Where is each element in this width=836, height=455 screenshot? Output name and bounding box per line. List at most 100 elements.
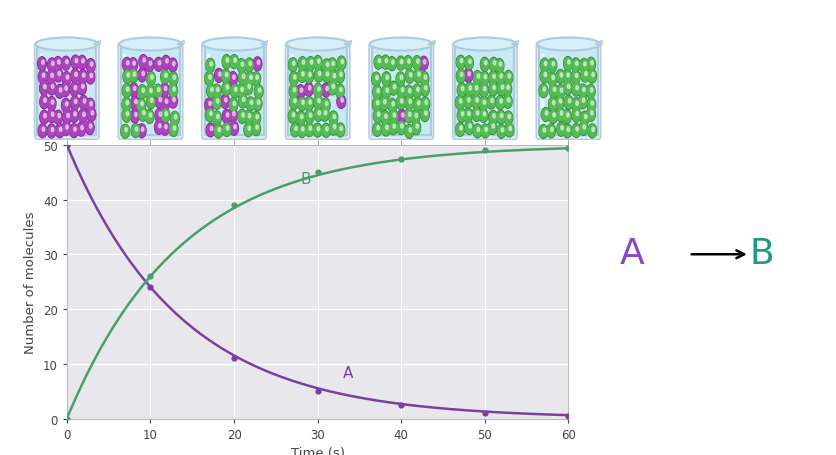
Circle shape (468, 72, 471, 77)
Circle shape (130, 60, 137, 71)
Circle shape (539, 86, 548, 97)
Circle shape (139, 56, 148, 69)
Circle shape (256, 76, 258, 80)
Circle shape (38, 71, 47, 85)
Circle shape (231, 86, 238, 98)
Circle shape (212, 96, 221, 110)
Circle shape (71, 98, 79, 110)
Circle shape (175, 116, 177, 120)
Circle shape (39, 82, 48, 96)
Circle shape (329, 122, 338, 136)
Circle shape (581, 113, 589, 125)
Circle shape (323, 70, 330, 82)
Circle shape (213, 113, 221, 125)
Ellipse shape (119, 38, 182, 51)
Circle shape (372, 73, 380, 87)
Circle shape (247, 85, 251, 89)
Circle shape (552, 76, 554, 81)
Circle shape (162, 97, 170, 110)
Circle shape (540, 59, 549, 73)
Polygon shape (178, 42, 186, 46)
Circle shape (405, 57, 412, 70)
Text: B: B (750, 237, 774, 271)
Circle shape (137, 99, 145, 113)
Circle shape (293, 100, 296, 104)
Circle shape (138, 69, 146, 83)
FancyBboxPatch shape (455, 48, 515, 138)
Polygon shape (429, 42, 437, 46)
Circle shape (63, 73, 70, 86)
Circle shape (302, 127, 304, 132)
Circle shape (421, 83, 429, 97)
Circle shape (464, 110, 472, 122)
Circle shape (304, 70, 314, 84)
Circle shape (576, 127, 579, 132)
Circle shape (140, 56, 147, 68)
Circle shape (323, 61, 330, 73)
Circle shape (154, 86, 161, 98)
Circle shape (38, 59, 46, 71)
Circle shape (78, 82, 86, 96)
Circle shape (252, 122, 261, 136)
Circle shape (386, 76, 389, 80)
Circle shape (329, 60, 336, 72)
Circle shape (489, 112, 497, 124)
Circle shape (166, 100, 168, 104)
Circle shape (457, 84, 466, 98)
Circle shape (218, 73, 221, 77)
Circle shape (51, 128, 54, 132)
Circle shape (305, 84, 313, 96)
Circle shape (483, 112, 486, 117)
Circle shape (165, 74, 167, 78)
Circle shape (123, 59, 130, 71)
Circle shape (288, 110, 297, 124)
Circle shape (497, 111, 505, 125)
Circle shape (590, 89, 593, 93)
X-axis label: Time (s): Time (s) (291, 446, 344, 455)
Circle shape (409, 89, 411, 94)
Circle shape (496, 61, 503, 72)
Circle shape (374, 124, 381, 136)
Circle shape (48, 72, 55, 84)
Circle shape (497, 126, 505, 138)
Circle shape (588, 125, 597, 138)
Circle shape (74, 100, 77, 104)
Circle shape (489, 83, 497, 97)
Circle shape (567, 114, 569, 118)
Circle shape (381, 56, 390, 70)
Circle shape (244, 83, 252, 95)
Circle shape (59, 89, 62, 93)
Circle shape (140, 102, 144, 106)
Circle shape (389, 121, 398, 135)
Circle shape (373, 98, 381, 112)
Circle shape (70, 97, 79, 111)
Circle shape (293, 113, 295, 117)
Circle shape (252, 113, 260, 125)
Circle shape (386, 89, 389, 93)
Circle shape (43, 86, 46, 90)
Circle shape (549, 111, 557, 123)
Circle shape (579, 59, 589, 73)
Circle shape (40, 96, 48, 109)
Circle shape (54, 57, 62, 71)
Circle shape (133, 62, 135, 66)
Circle shape (298, 58, 307, 71)
Circle shape (47, 71, 55, 85)
Circle shape (238, 111, 246, 123)
Circle shape (487, 97, 495, 109)
Circle shape (83, 113, 85, 117)
Circle shape (373, 86, 381, 100)
Circle shape (340, 127, 343, 131)
Circle shape (472, 108, 481, 122)
Circle shape (318, 99, 320, 104)
Circle shape (222, 56, 230, 69)
Circle shape (373, 99, 380, 111)
Circle shape (397, 97, 405, 109)
Circle shape (559, 100, 562, 104)
Circle shape (302, 101, 304, 105)
Circle shape (71, 70, 79, 84)
Ellipse shape (202, 38, 266, 51)
Circle shape (254, 59, 262, 71)
Circle shape (169, 73, 178, 86)
Circle shape (213, 97, 221, 109)
